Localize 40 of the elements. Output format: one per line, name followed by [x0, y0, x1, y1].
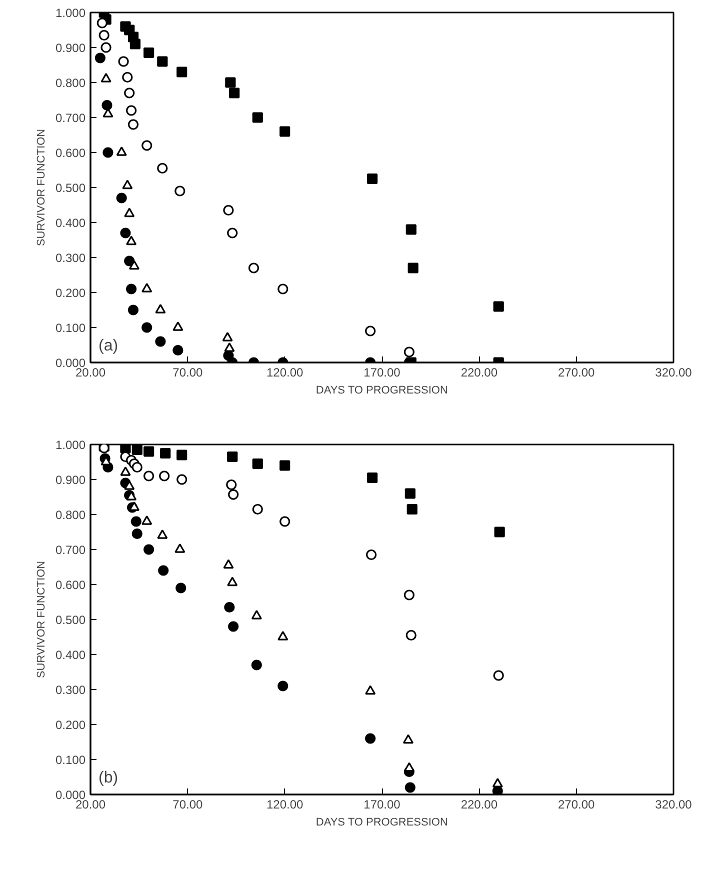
- y-tick-label: 1.000: [55, 438, 86, 452]
- y-tick-label: 0.700: [55, 111, 86, 125]
- x-tick-label: 220.00: [460, 798, 498, 812]
- annotation: (b): [98, 770, 118, 786]
- y-axis-title: SURVIVOR FUNCTION: [35, 128, 48, 246]
- x-tick-label: 320.00: [655, 366, 692, 380]
- x-tick-label: 120.00: [266, 798, 304, 812]
- y-tick-label: 0.100: [55, 753, 86, 767]
- x-tick-label: 170.00: [364, 366, 401, 380]
- y-tick-label: 1.000: [55, 6, 86, 20]
- y-tick-label: 0.600: [55, 146, 86, 160]
- x-tick-label: 20.00: [75, 366, 106, 380]
- x-tick-label: 220.00: [460, 366, 498, 380]
- y-tick-label: 0.300: [55, 683, 86, 697]
- x-tick-label: 70.00: [172, 798, 204, 812]
- x-tick-label: 20.00: [75, 798, 106, 812]
- y-tick-label: 0.200: [55, 718, 86, 732]
- x-tick-label: 270.00: [558, 798, 596, 812]
- x-tick-label: 270.00: [558, 366, 596, 380]
- y-tick-label: 0.400: [55, 648, 86, 662]
- x-tick-label: 120.00: [266, 366, 304, 380]
- y-tick-label: 0.900: [55, 41, 86, 55]
- y-tick-label: 0.400: [55, 216, 86, 230]
- annotation: (a): [98, 338, 118, 354]
- y-tick-label: 0.800: [55, 76, 86, 90]
- y-tick-label: 0.500: [55, 613, 86, 627]
- x-axis-title: DAYS TO PROGRESSION: [316, 384, 448, 396]
- x-tick-label: 320.00: [655, 798, 692, 812]
- y-tick-label: 0.600: [55, 578, 86, 592]
- y-tick-label: 0.100: [55, 321, 86, 335]
- x-axis-title: DAYS TO PROGRESSION: [316, 816, 448, 828]
- y-tick-label: 0.300: [55, 251, 86, 265]
- y-axis-title: SURVIVOR FUNCTION: [35, 560, 48, 678]
- y-tick-label: 0.900: [55, 473, 86, 487]
- y-tick-label: 0.500: [55, 181, 86, 195]
- y-tick-label: 0.200: [55, 286, 86, 300]
- x-tick-label: 170.00: [364, 798, 401, 812]
- x-tick-label: 70.00: [172, 366, 204, 380]
- y-tick-label: 0.700: [55, 543, 86, 557]
- y-tick-label: 0.800: [55, 508, 86, 522]
